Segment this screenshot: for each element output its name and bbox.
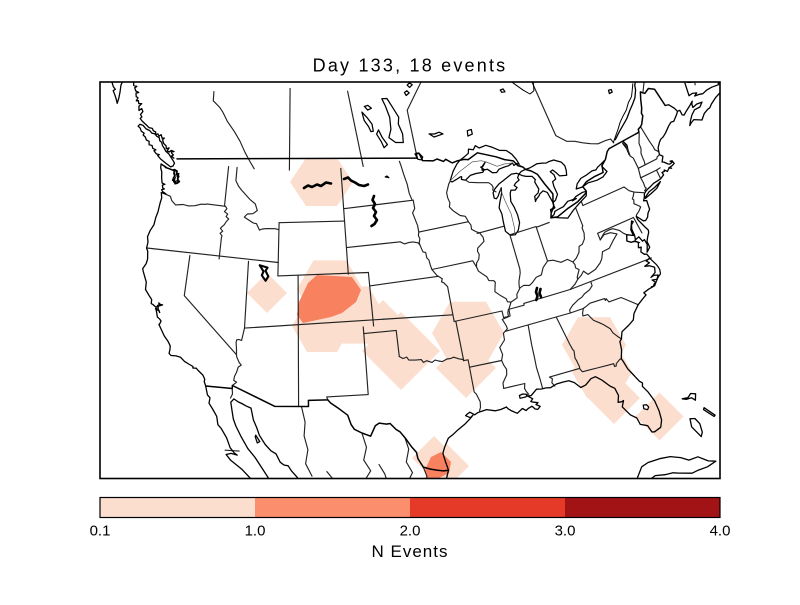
- svg-text:4.0: 4.0: [710, 523, 731, 540]
- svg-text:1.0: 1.0: [245, 523, 266, 540]
- svg-text:0.1: 0.1: [90, 523, 111, 540]
- svg-text:Day 133, 18 events: Day 133, 18 events: [313, 56, 508, 76]
- svg-text:N Events: N Events: [372, 542, 449, 561]
- svg-text:3.0: 3.0: [555, 523, 576, 540]
- svg-text:2.0: 2.0: [400, 523, 421, 540]
